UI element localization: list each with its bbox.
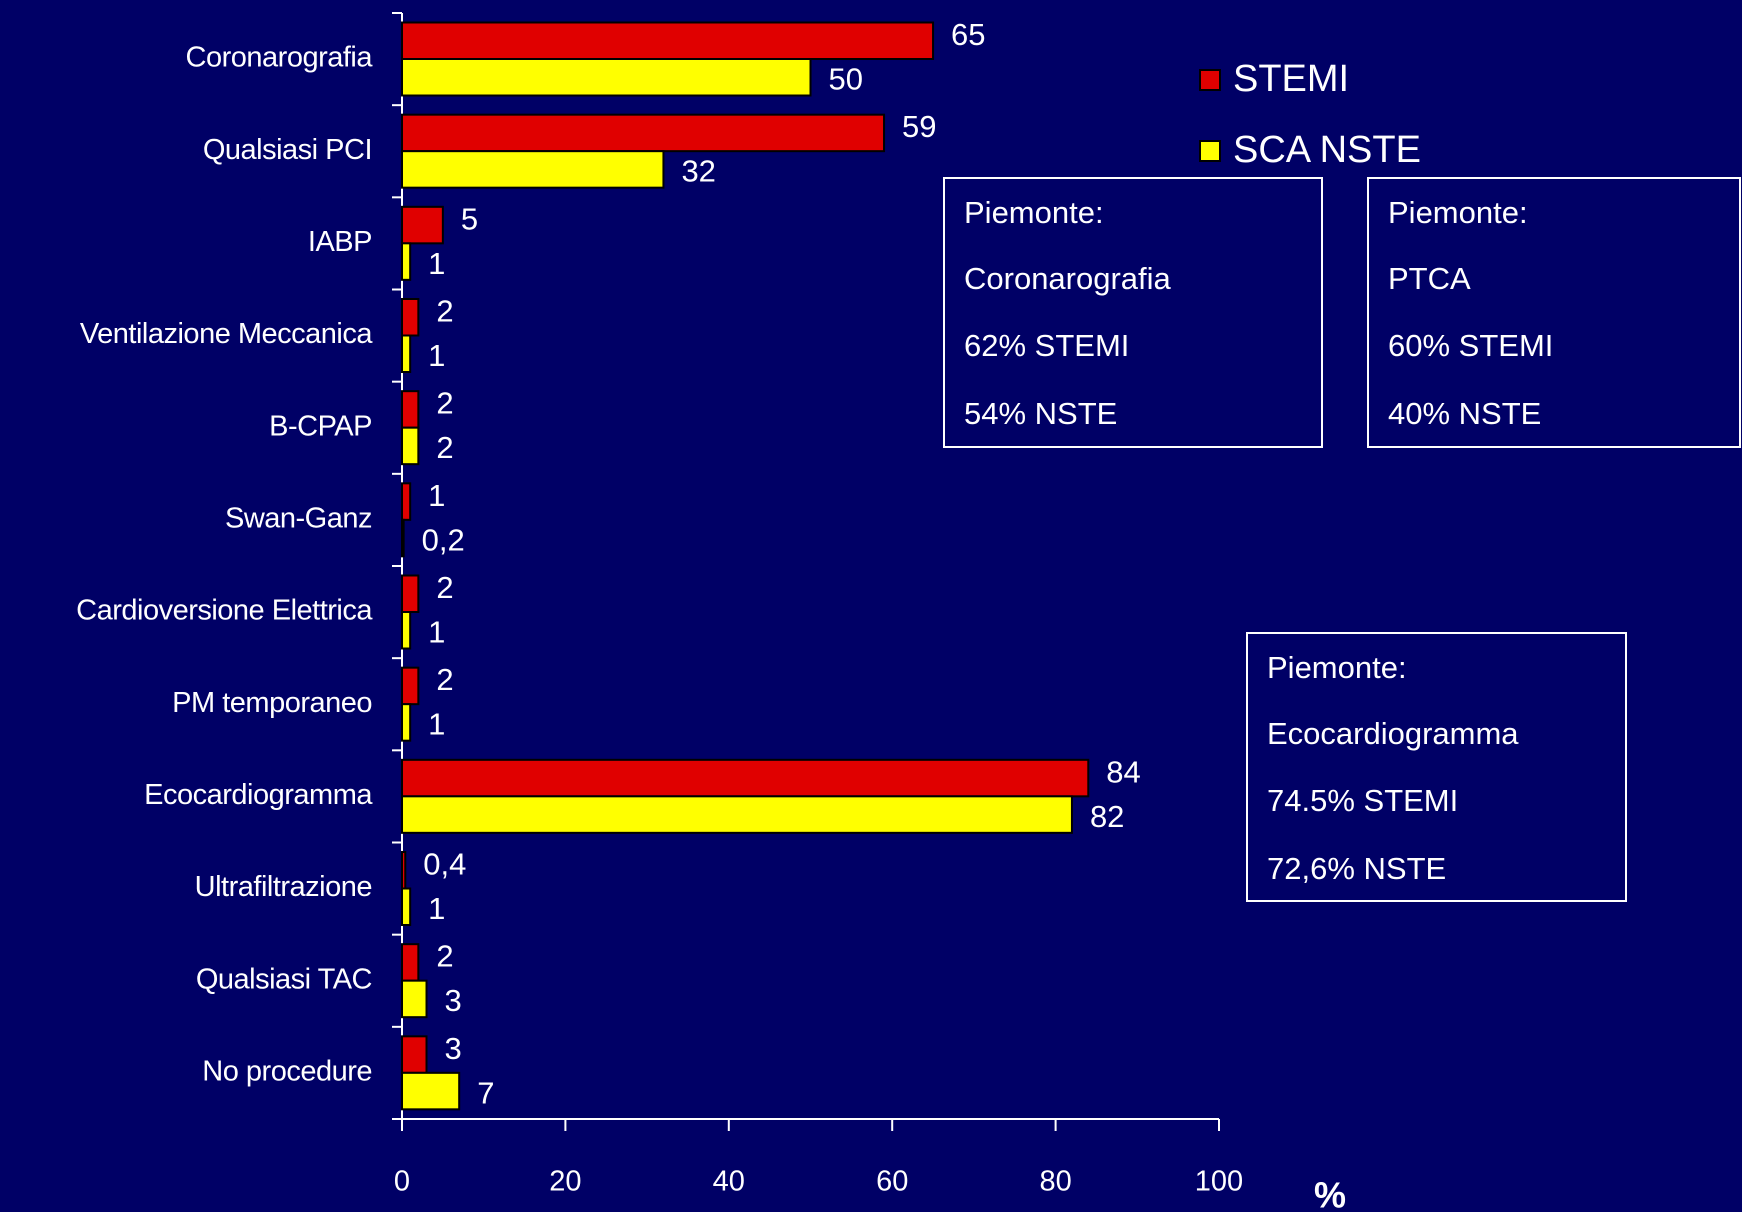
legend-swatch: [1199, 69, 1221, 91]
value-label: 2: [436, 570, 453, 605]
bar: [401, 58, 812, 97]
category-label: Swan-Ganz: [225, 503, 372, 535]
category-label: PM temporaneo: [172, 687, 372, 719]
bar: [401, 298, 420, 337]
category-label: Coronarografia: [186, 42, 374, 74]
bar: [401, 426, 420, 466]
x-tick-label: 60: [876, 1166, 908, 1198]
annotation-text: Coronarografia: [964, 261, 1172, 296]
category-label: B-CPAP: [269, 410, 372, 442]
annotation-text: Piemonte:: [1267, 650, 1407, 685]
bar: [401, 518, 405, 558]
legend-label: SCA NSTE: [1233, 129, 1421, 171]
category-label: No procedure: [202, 1056, 372, 1088]
value-label: 1: [428, 614, 445, 649]
x-tick-label: 40: [713, 1166, 745, 1198]
value-label: 59: [902, 109, 936, 144]
value-label: 3: [445, 1031, 462, 1066]
bar: [401, 979, 428, 1019]
value-label: 2: [436, 430, 453, 465]
bar: [401, 851, 407, 890]
value-label: 5: [461, 201, 478, 236]
bar: [401, 943, 420, 982]
bar: [401, 390, 420, 429]
bar: [401, 1071, 461, 1111]
bar: [401, 21, 935, 60]
category-label: Ecocardiogramma: [144, 779, 373, 811]
annotation-box: [1246, 632, 1627, 902]
value-label: 2: [436, 939, 453, 974]
legend-label: STEMI: [1233, 58, 1349, 100]
value-label: 1: [428, 338, 445, 373]
bar: [401, 150, 665, 189]
bar: [401, 795, 1073, 834]
annotation-text: 62% STEMI: [964, 328, 1129, 363]
value-label: 2: [436, 386, 453, 421]
bar: [401, 334, 412, 373]
annotation-text: 54% NSTE: [964, 396, 1117, 431]
bar: [401, 482, 412, 521]
value-label: 84: [1106, 754, 1140, 789]
annotation-text: 40% NSTE: [1388, 396, 1541, 431]
value-label: 2: [436, 662, 453, 697]
category-label: Qualsiasi TAC: [196, 963, 372, 995]
value-label: 65: [951, 17, 985, 52]
value-label: 2: [436, 293, 453, 328]
annotation-text: Piemonte:: [964, 195, 1104, 230]
annotation-text: 74.5% STEMI: [1267, 783, 1458, 818]
annotation-text: 60% STEMI: [1388, 328, 1553, 363]
category-label: IABP: [308, 226, 372, 258]
value-label: 32: [681, 154, 715, 189]
annotation-text: Ecocardiogramma: [1267, 716, 1519, 751]
bar: [401, 666, 420, 706]
x-tick-label: 20: [549, 1166, 581, 1198]
bar: [401, 113, 886, 153]
annotation-text: PTCA: [1388, 261, 1471, 296]
bar: [401, 703, 412, 742]
value-label: 7: [477, 1075, 494, 1110]
category-label: Cardioversione Elettrica: [76, 595, 373, 627]
bar: [401, 205, 444, 245]
bar: [401, 758, 1090, 798]
value-label: 0,4: [423, 846, 466, 881]
annotation-box: [1367, 177, 1741, 448]
x-axis-label: %: [1314, 1175, 1346, 1212]
bar: [401, 887, 412, 926]
value-label: 1: [428, 246, 445, 281]
x-tick-label: 0: [394, 1166, 410, 1198]
bar: [401, 574, 420, 613]
x-tick-label: 80: [1039, 1166, 1071, 1198]
annotation-box: [943, 177, 1323, 448]
value-label: 3: [445, 983, 462, 1018]
value-label: 1: [428, 891, 445, 926]
category-label: Qualsiasi PCI: [203, 134, 372, 166]
annotation-text: Piemonte:: [1388, 195, 1528, 230]
value-label: 50: [829, 61, 863, 96]
bar: [401, 242, 412, 281]
value-label: 82: [1090, 799, 1124, 834]
category-label: Ultrafiltrazione: [195, 871, 372, 903]
bar: [401, 611, 412, 650]
value-label: 0,2: [422, 522, 465, 557]
value-label: 1: [428, 478, 445, 513]
x-tick-label: 100: [1195, 1166, 1243, 1198]
bar: [401, 1035, 428, 1074]
legend-swatch: [1199, 140, 1221, 162]
value-label: 1: [428, 707, 445, 742]
category-label: Ventilazione Meccanica: [80, 318, 373, 350]
annotation-text: 72,6% NSTE: [1267, 851, 1446, 886]
